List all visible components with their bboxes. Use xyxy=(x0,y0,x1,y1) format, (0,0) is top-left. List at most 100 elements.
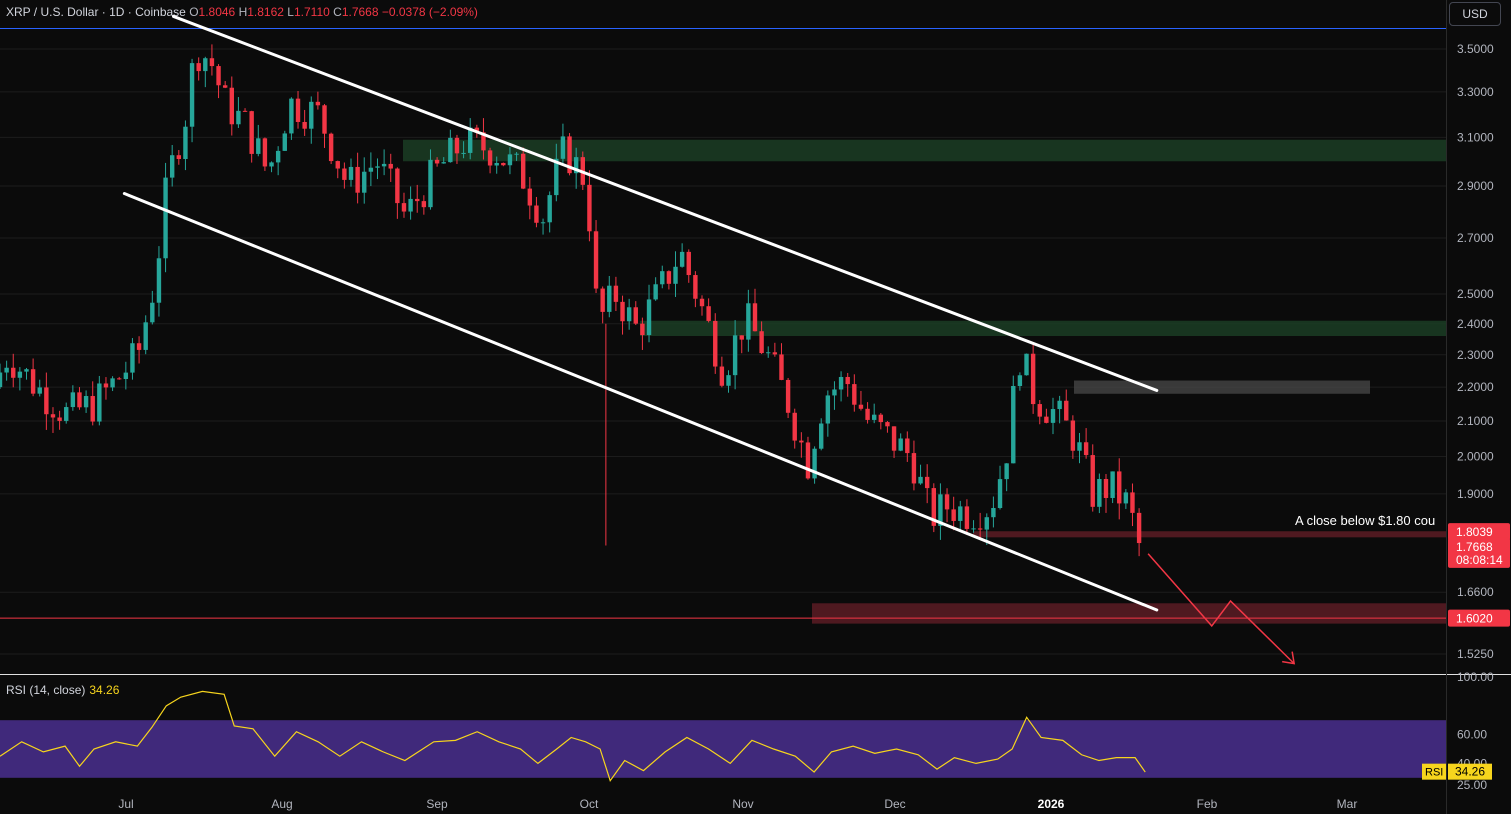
projection-path xyxy=(1147,553,1295,665)
price-badge-label: 1.8039 xyxy=(1456,525,1493,539)
candle-body xyxy=(395,168,400,204)
candle xyxy=(262,137,268,171)
candle-body xyxy=(534,205,539,223)
candle-body xyxy=(375,166,380,168)
zone-green xyxy=(640,320,1446,337)
candle xyxy=(766,346,771,358)
price-tick-label: 1.9000 xyxy=(1457,487,1494,501)
candle-body xyxy=(964,506,970,529)
price-badge-label: 1.6020 xyxy=(1456,612,1493,626)
candle xyxy=(772,342,778,357)
candle xyxy=(924,464,930,504)
candle xyxy=(315,91,321,110)
candle-body xyxy=(951,509,956,521)
candle-body xyxy=(706,306,711,321)
candle xyxy=(885,421,890,433)
candle-body xyxy=(1050,409,1056,423)
candle-body xyxy=(693,275,698,299)
candle-body xyxy=(130,343,135,373)
candle xyxy=(1083,428,1089,459)
candle xyxy=(448,129,453,163)
candle-body xyxy=(832,389,837,396)
candle xyxy=(110,376,115,392)
candle xyxy=(819,418,824,451)
high-value: 1.8162 xyxy=(247,5,284,19)
candle xyxy=(368,152,374,187)
candle xyxy=(706,298,711,323)
candle xyxy=(1050,397,1056,435)
candle-body xyxy=(1004,463,1009,480)
candle-body xyxy=(328,133,334,162)
candle-body xyxy=(891,426,897,451)
candle xyxy=(838,371,844,402)
candle-body xyxy=(441,162,446,164)
candle-body xyxy=(24,369,29,372)
candle xyxy=(951,496,956,531)
candle-body xyxy=(77,392,82,408)
candle-body xyxy=(90,396,95,422)
rsi-title: RSI (14, close) xyxy=(6,683,86,697)
candle xyxy=(1110,471,1115,504)
candle-body xyxy=(885,422,890,427)
candle xyxy=(626,298,632,330)
candle xyxy=(633,301,638,326)
candle xyxy=(97,375,102,426)
candle xyxy=(1064,389,1069,421)
candle xyxy=(494,156,499,174)
candle-body xyxy=(269,162,274,167)
candle-body xyxy=(163,177,168,259)
candle xyxy=(24,367,29,380)
candle-body xyxy=(97,383,102,422)
candle xyxy=(302,109,307,136)
candle-body xyxy=(415,198,420,202)
candle-body xyxy=(838,376,844,390)
candles xyxy=(0,44,1142,557)
candle xyxy=(699,295,705,316)
candle xyxy=(50,407,56,433)
projection-arrowhead xyxy=(1282,651,1296,665)
candle-body xyxy=(302,121,307,129)
candle xyxy=(805,436,811,480)
candle xyxy=(911,440,917,491)
candle xyxy=(640,317,645,350)
candle-body xyxy=(30,369,36,394)
candle-body xyxy=(679,251,685,267)
candle-body xyxy=(1117,471,1122,504)
candle-body xyxy=(136,343,142,350)
candle-body xyxy=(4,367,9,373)
candle-body xyxy=(1110,471,1115,498)
candle xyxy=(275,146,281,176)
candle-body xyxy=(1103,478,1109,498)
candle-body xyxy=(381,163,387,167)
currency-button[interactable]: USD xyxy=(1449,2,1501,26)
candle-body xyxy=(871,414,877,420)
rsi-line xyxy=(0,690,1146,782)
candle xyxy=(355,152,360,204)
candle xyxy=(865,402,870,424)
candle xyxy=(587,170,592,242)
candle-body xyxy=(83,396,89,408)
candle-body xyxy=(812,448,817,479)
rsi-value-label: 34.26 xyxy=(1455,765,1485,779)
candle xyxy=(1044,408,1049,424)
candle-body xyxy=(401,203,407,212)
candle-body xyxy=(938,494,943,526)
open-value: 1.8046 xyxy=(198,5,236,19)
candle xyxy=(759,321,764,355)
candle xyxy=(1097,473,1102,514)
candle-body xyxy=(37,387,42,394)
candle xyxy=(1070,415,1076,459)
candle-body xyxy=(123,372,129,380)
price-tick-label: 2.3000 xyxy=(1457,348,1494,362)
annotation-text: A close below $1.80 cou xyxy=(1295,513,1435,528)
candle-body xyxy=(514,153,519,155)
candle-body xyxy=(732,335,738,376)
candle-body xyxy=(819,423,824,449)
candle xyxy=(209,44,215,76)
candle xyxy=(117,376,122,380)
candle xyxy=(1090,444,1095,512)
price-tick-label: 3.5000 xyxy=(1457,42,1494,56)
time-tick-label: Oct xyxy=(580,797,599,811)
candle-body xyxy=(44,387,49,415)
